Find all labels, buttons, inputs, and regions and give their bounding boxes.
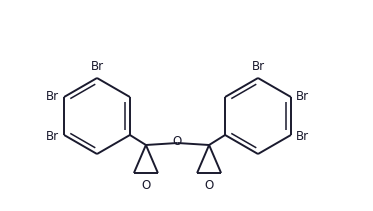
Text: O: O [173,135,182,148]
Text: Br: Br [296,130,309,142]
Text: Br: Br [46,130,59,142]
Text: Br: Br [251,60,264,73]
Text: Br: Br [46,89,59,103]
Text: O: O [141,179,151,192]
Text: Br: Br [90,60,104,73]
Text: Br: Br [296,89,309,103]
Text: O: O [204,179,214,192]
